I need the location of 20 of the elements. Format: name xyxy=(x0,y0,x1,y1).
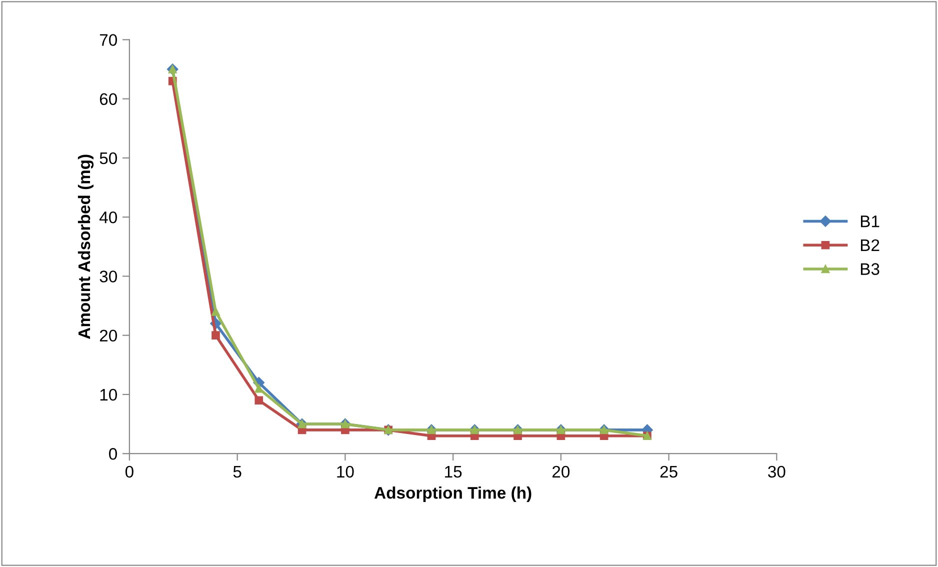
y-tick-label: 40 xyxy=(99,211,117,224)
x-tick-label: 10 xyxy=(337,466,354,478)
y-tick-label: 70 xyxy=(100,34,117,46)
legend-label: B2 xyxy=(860,239,880,251)
y-axis-title: Amount Adsorbed (mg) xyxy=(78,154,94,339)
x-tick-label: 25 xyxy=(660,466,678,478)
y-tick-label: 20 xyxy=(100,330,117,342)
x-tick-label: 30 xyxy=(768,466,786,478)
x-tick-label: 15 xyxy=(445,466,462,478)
x-tick-label: 5 xyxy=(233,466,242,478)
y-tick-label: 60 xyxy=(100,93,117,106)
legend-label: B3 xyxy=(860,263,880,275)
legend-label: B1 xyxy=(860,216,880,228)
x-axis-title: Adsorption Time (h) xyxy=(374,486,532,502)
y-tick-label: 30 xyxy=(100,270,117,282)
x-tick-label: 0 xyxy=(125,466,134,478)
y-tick-label: 50 xyxy=(100,152,117,164)
y-tick-label: 10 xyxy=(100,388,117,401)
x-tick-label: 20 xyxy=(552,466,570,478)
y-tick-label: 0 xyxy=(109,448,117,460)
